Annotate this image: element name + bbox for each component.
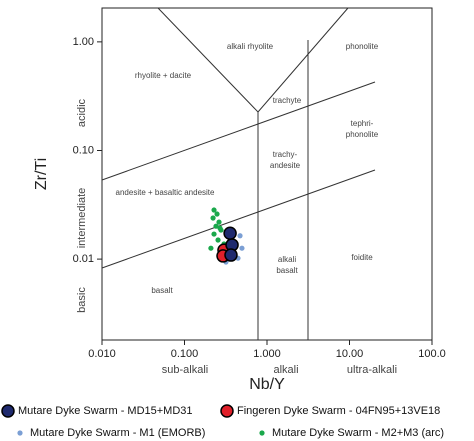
legend-marker: [1, 404, 15, 418]
y-axis-title: Zr/Ti: [33, 158, 50, 190]
x-annotation: ultra-alkali: [347, 364, 397, 376]
field-label: andesite + basaltic andesite: [116, 188, 216, 197]
field-label: basalt: [151, 286, 173, 295]
data-point: [215, 237, 221, 243]
legend-label: Mutare Dyke Swarm - M2+M3 (arc): [272, 427, 444, 439]
y-tick-label: 0.10: [73, 144, 94, 156]
field-label: phonolite: [346, 130, 379, 139]
data-point: [239, 245, 245, 251]
x-annotation: sub-alkali: [162, 364, 208, 376]
legend-marker: [259, 430, 265, 436]
data-point: [208, 245, 214, 251]
data-point: [211, 207, 217, 213]
data-point: [214, 211, 220, 217]
x-tick-label: 1.000: [253, 348, 281, 360]
data-point: [217, 225, 223, 231]
legend-label: Fingeren Dyke Swarm - 04FN95+13VE18: [237, 405, 440, 417]
x-tick-label: 0.010: [88, 348, 116, 360]
legend-label: Mutare Dyke Swarm - M1 (EMORB): [30, 427, 205, 439]
field-label: alkali rhyolite: [227, 42, 274, 51]
data-point: [224, 248, 238, 262]
field-boundaries: [101, 7, 376, 340]
boundary: [101, 169, 376, 269]
x-tick-label: 10.00: [336, 348, 364, 360]
field-label: andesite: [270, 161, 301, 170]
field-label: tephri-: [351, 119, 374, 128]
data-point: [210, 215, 216, 221]
field-label: rhyolite + dacite: [135, 71, 192, 80]
field-label: trachyte: [273, 96, 302, 105]
field-label: foidite: [351, 253, 373, 262]
field-label: phonolite: [346, 42, 379, 51]
x-tick-label: 100.0: [418, 348, 446, 360]
x-annotation: alkali: [273, 364, 298, 376]
legend-marker: [17, 430, 23, 436]
data-point: [223, 226, 237, 240]
field-label: trachy-: [273, 150, 298, 159]
field-label: alkali: [278, 255, 296, 264]
boundary: [101, 81, 376, 181]
data-point: [216, 219, 222, 225]
y-tick-label: 0.01: [73, 253, 94, 265]
plot-frame: [101, 7, 433, 341]
y-annotation: intermediate: [76, 188, 88, 249]
x-axis-title: Nb/Y: [249, 376, 285, 393]
x-tick-label: 0.100: [171, 348, 199, 360]
legend-label: Mutare Dyke Swarm - MD15+MD31: [18, 405, 193, 417]
y-annotation: acidic: [76, 98, 88, 127]
data-point: [213, 223, 219, 229]
field-label: basalt: [276, 266, 298, 275]
data-point: [237, 233, 243, 239]
legend-marker: [220, 404, 234, 418]
data-point: [211, 231, 217, 237]
y-annotation: basic: [76, 287, 88, 313]
y-tick-label: 1.00: [73, 36, 94, 48]
